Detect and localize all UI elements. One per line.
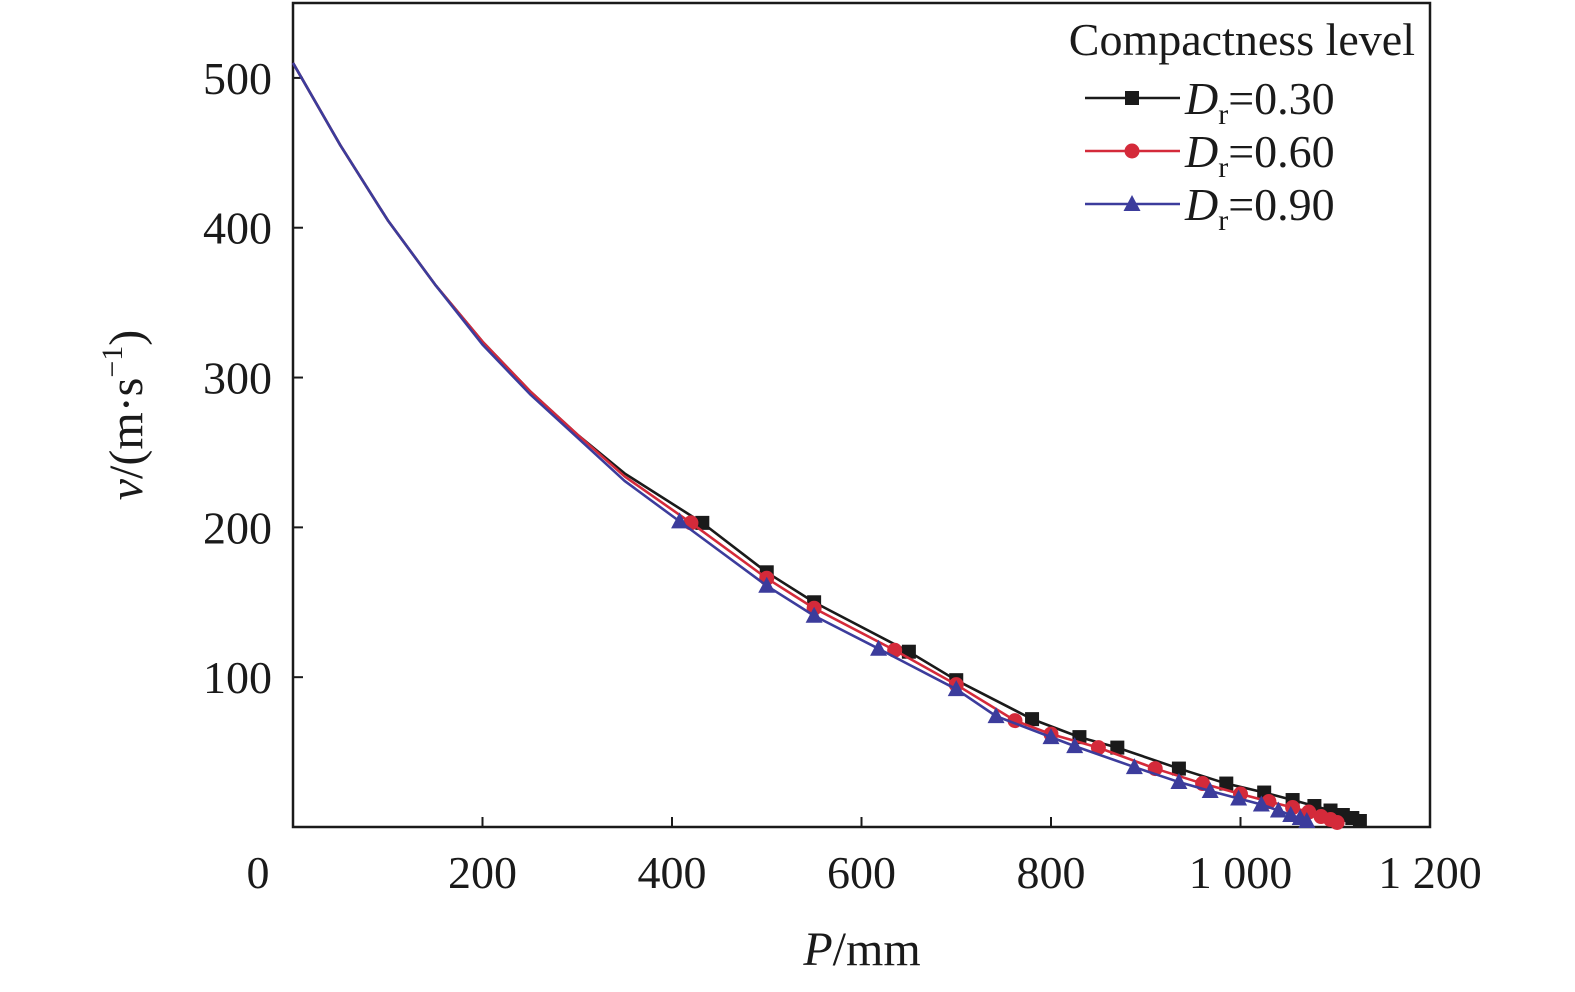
data-point [1025,712,1040,727]
y-axis-title-unit: /(m·s [100,378,153,479]
data-point [1329,815,1345,831]
x-tick-label: 1 000 [1189,847,1293,898]
data-point [1230,789,1248,806]
data-point [1171,761,1186,776]
data-point [1125,758,1143,775]
data-point [1170,773,1188,790]
data-point [1110,740,1125,755]
x-tick-label: 800 [1017,847,1086,898]
y-axis-title-var: v [100,478,153,500]
series-line [291,62,1338,824]
x-tick-label: 1 200 [1378,847,1482,898]
x-tick-label: 200 [448,847,517,898]
data-point [1219,776,1234,791]
data-point [1282,806,1300,823]
legend-marker [1124,143,1140,159]
legend-label: Dr=0.30 [1184,73,1335,131]
data-point [758,576,776,593]
data-point [1352,814,1367,829]
data-point [1090,740,1106,756]
y-tick-label: 300 [203,353,272,404]
data-point [695,515,710,530]
plot-area: 0 200 400 600 800 1 000 1 200 100 200 300 400 500 [203,1,1482,898]
legend-title: Compactness level [1069,14,1415,65]
y-tick-label: 500 [203,53,272,104]
y-axis-title: v/(m·s−1) [96,330,153,501]
data-point [1269,801,1287,818]
y-axis-title-close: ) [100,330,153,346]
x-tick-label: 400 [638,847,707,898]
data-point [1201,782,1219,799]
data-point [1252,795,1270,812]
data-point [947,680,965,697]
data-point [671,512,689,529]
series-line [291,62,1308,823]
legend-label: Dr=0.90 [1184,179,1335,237]
svg-text:v/(m·s−1): v/(m·s−1) [96,330,153,501]
data-point [987,707,1005,724]
x-axis-title-unit: /mm [833,923,921,976]
legend-marker [1125,91,1139,105]
legend-label: Dr=0.60 [1184,126,1335,184]
x-axis-title-var: P [802,923,832,976]
x-axis-title: P/mm [802,923,920,976]
y-tick-label: 200 [203,502,272,553]
data-point [870,639,888,656]
data-point [805,606,823,623]
legend-marker [1123,195,1141,211]
data-point [1042,728,1060,745]
svg-text:P/mm: P/mm [802,923,920,976]
data-point [1298,812,1316,829]
x-tick-label: 600 [827,847,896,898]
x-tick-label: 0 [247,847,270,898]
y-axis-title-exp: −1 [96,346,129,378]
y-tick-label: 100 [203,652,272,703]
y-tick-label: 400 [203,203,272,254]
data-point [1066,737,1084,754]
